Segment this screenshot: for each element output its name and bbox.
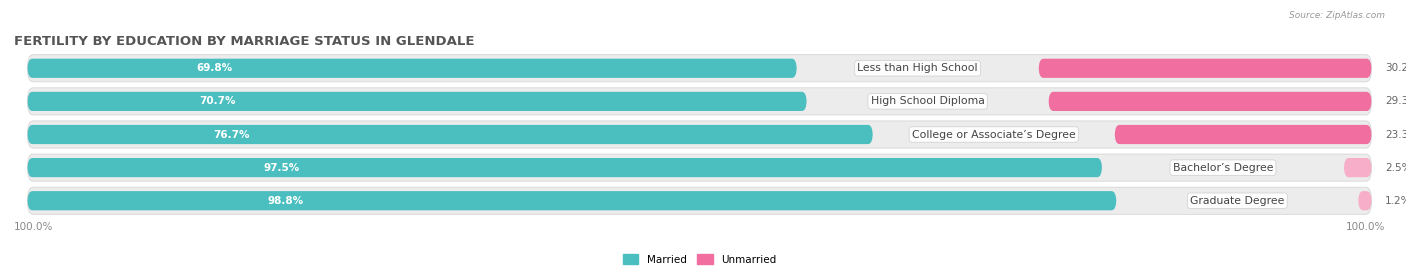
FancyBboxPatch shape <box>28 191 1116 210</box>
Text: High School Diploma: High School Diploma <box>870 96 984 107</box>
Text: 97.5%: 97.5% <box>264 162 299 173</box>
FancyBboxPatch shape <box>28 55 1371 82</box>
Text: Graduate Degree: Graduate Degree <box>1189 196 1285 206</box>
Text: Bachelor’s Degree: Bachelor’s Degree <box>1173 162 1274 173</box>
Text: 100.0%: 100.0% <box>1346 222 1385 232</box>
FancyBboxPatch shape <box>28 59 797 78</box>
Text: 2.5%: 2.5% <box>1385 162 1406 173</box>
FancyBboxPatch shape <box>28 88 1371 115</box>
Text: 70.7%: 70.7% <box>198 96 235 107</box>
Text: 29.3%: 29.3% <box>1385 96 1406 107</box>
FancyBboxPatch shape <box>1358 191 1371 210</box>
Text: 98.8%: 98.8% <box>267 196 304 206</box>
Text: 76.7%: 76.7% <box>214 129 250 140</box>
FancyBboxPatch shape <box>28 121 1371 148</box>
Legend: Married, Unmarried: Married, Unmarried <box>619 250 780 269</box>
Text: 23.3%: 23.3% <box>1385 129 1406 140</box>
Text: 100.0%: 100.0% <box>14 222 53 232</box>
Text: Source: ZipAtlas.com: Source: ZipAtlas.com <box>1289 11 1385 20</box>
Text: FERTILITY BY EDUCATION BY MARRIAGE STATUS IN GLENDALE: FERTILITY BY EDUCATION BY MARRIAGE STATU… <box>14 35 475 48</box>
Text: 1.2%: 1.2% <box>1385 196 1406 206</box>
FancyBboxPatch shape <box>1049 92 1371 111</box>
FancyBboxPatch shape <box>28 125 873 144</box>
Text: 69.8%: 69.8% <box>197 63 233 73</box>
FancyBboxPatch shape <box>1115 125 1371 144</box>
FancyBboxPatch shape <box>1344 158 1371 177</box>
FancyBboxPatch shape <box>28 158 1102 177</box>
FancyBboxPatch shape <box>28 187 1371 214</box>
Text: Less than High School: Less than High School <box>858 63 979 73</box>
Text: College or Associate’s Degree: College or Associate’s Degree <box>912 129 1076 140</box>
FancyBboxPatch shape <box>28 154 1371 181</box>
Text: 30.2%: 30.2% <box>1385 63 1406 73</box>
FancyBboxPatch shape <box>1039 59 1371 78</box>
FancyBboxPatch shape <box>28 92 807 111</box>
